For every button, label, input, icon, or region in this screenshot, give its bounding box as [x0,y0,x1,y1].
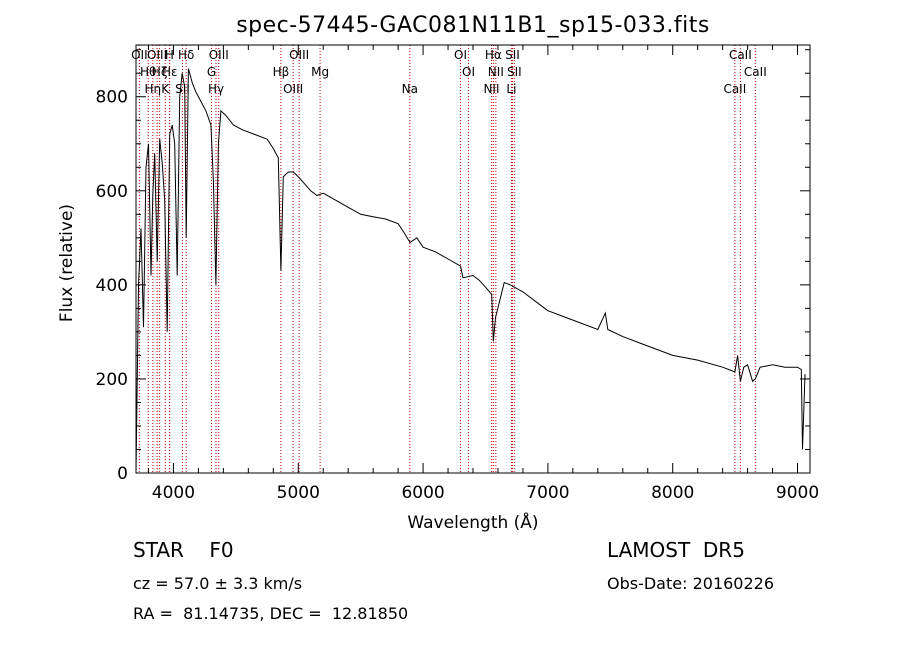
survey-name: LAMOST DR5 [607,538,745,562]
line-marker-label: NII [483,82,499,96]
y-tick-label: 0 [117,464,128,484]
x-tick-label: 9000 [776,483,819,503]
y-tick-label: 400 [96,276,128,296]
y-tick-label: 200 [96,370,128,390]
line-marker-label: Hβ [273,65,290,79]
line-marker-label: Hα [485,48,502,62]
line-marker-label: Hδ [178,48,194,62]
x-tick-label: 7000 [526,483,569,503]
line-marker-label: Hγ [208,82,224,96]
line-marker-label: H [165,48,174,62]
line-marker-label: Hε [162,65,178,79]
x-axis-label: Wavelength (Å) [407,511,538,533]
object-class: STAR F0 [133,538,234,562]
x-tick-label: 8000 [651,483,694,503]
line-marker-label: CaII [744,65,767,79]
line-marker-label: OIII [147,48,167,62]
plot-frame [135,44,811,474]
x-tick-label: 4000 [152,483,195,503]
line-marker-label: CaII [729,48,752,62]
chart-title: spec-57445-GAC081N11B1_sp15-033.fits [236,13,710,38]
line-marker-label: OI [454,48,467,62]
x-tick-label: 5000 [277,483,320,503]
y-axis-label: Flux (relative) [57,204,77,322]
line-marker-label: SII [175,82,190,96]
ra-dec-coordinates: RA = 81.14735, DEC = 12.81850 [133,604,409,623]
x-tick-label: 6000 [401,483,444,503]
emission-line-labels: OIIHθHηOIIIHζKHHεSIIHδGHγOIIIHβOIIIOIIIM… [131,48,767,96]
line-marker-label: Na [402,82,418,96]
y-tick-label: 600 [96,182,128,202]
line-marker-label: Hθ [140,65,156,79]
line-marker-label: SII [507,65,522,79]
line-marker-label: CaII [723,82,746,96]
line-marker-label: K [161,82,170,96]
y-tick-label: 800 [96,88,128,108]
line-marker-label: Hζ [152,65,168,79]
observation-date: Obs-Date: 20160226 [607,574,775,593]
spectrum-series-line [135,68,806,474]
line-marker-label: SII [505,48,520,62]
axis-ticks: 4000 5000 6000 7000 8000 9000 0 200 400 600 800 [96,45,819,503]
line-marker-label: OIII [289,48,309,62]
line-marker-label: Mg [311,65,329,79]
line-marker-label: Li [506,82,516,96]
line-marker-label: OII [131,48,148,62]
line-marker-label: OIII [209,48,229,62]
line-marker-label: OIII [283,82,303,96]
line-marker-label: OI [462,65,475,79]
line-marker-label: Hη [145,82,162,96]
emission-line-markers [138,45,756,473]
redshift-velocity: cz = 57.0 ± 3.3 km/s [133,574,303,593]
line-marker-label: G [207,65,216,79]
line-marker-label: NII [488,65,504,79]
